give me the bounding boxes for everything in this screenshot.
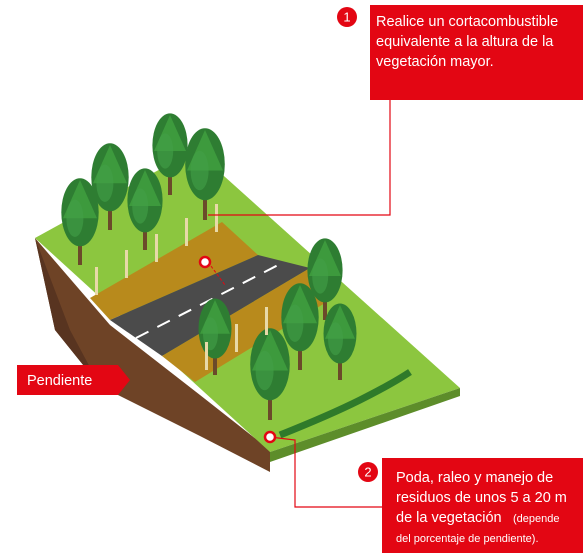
tree-part <box>96 165 113 202</box>
tree-part <box>286 305 303 342</box>
marker <box>265 432 275 442</box>
illustration: 1 Realice un cortacombustible equivalent… <box>0 0 583 553</box>
tree-part <box>132 188 148 223</box>
tree-part <box>205 342 208 370</box>
tree-part <box>312 258 328 293</box>
callout-text: Poda, raleo y manejo de <box>396 470 553 486</box>
tree-part <box>235 324 238 352</box>
tree-part <box>125 250 128 278</box>
tree-part <box>157 133 173 168</box>
tree-part <box>265 307 268 335</box>
tree-part <box>66 200 83 237</box>
number: 1 <box>343 9 350 24</box>
marker <box>200 257 210 267</box>
callout-text: Realice un cortacombustible <box>376 14 558 30</box>
callout-text: residuos de unos 5 a 20 m <box>396 490 567 506</box>
callout-text: vegetación mayor. <box>376 54 494 70</box>
tree-part <box>155 234 158 262</box>
tree-part <box>328 322 343 355</box>
tree-part <box>256 351 274 391</box>
callout-note: (depende <box>513 513 560 525</box>
tree-part <box>215 204 218 232</box>
tree-part <box>191 151 209 191</box>
number: 2 <box>364 464 371 479</box>
tree-part <box>185 218 188 246</box>
tree-part <box>95 267 98 295</box>
callout-text: de la vegetación <box>396 510 502 526</box>
slope-label: Pendiente <box>27 373 92 389</box>
callout-text: equivalente a la altura de la <box>376 34 554 50</box>
callout-note: del porcentaje de pendiente). <box>396 533 539 545</box>
